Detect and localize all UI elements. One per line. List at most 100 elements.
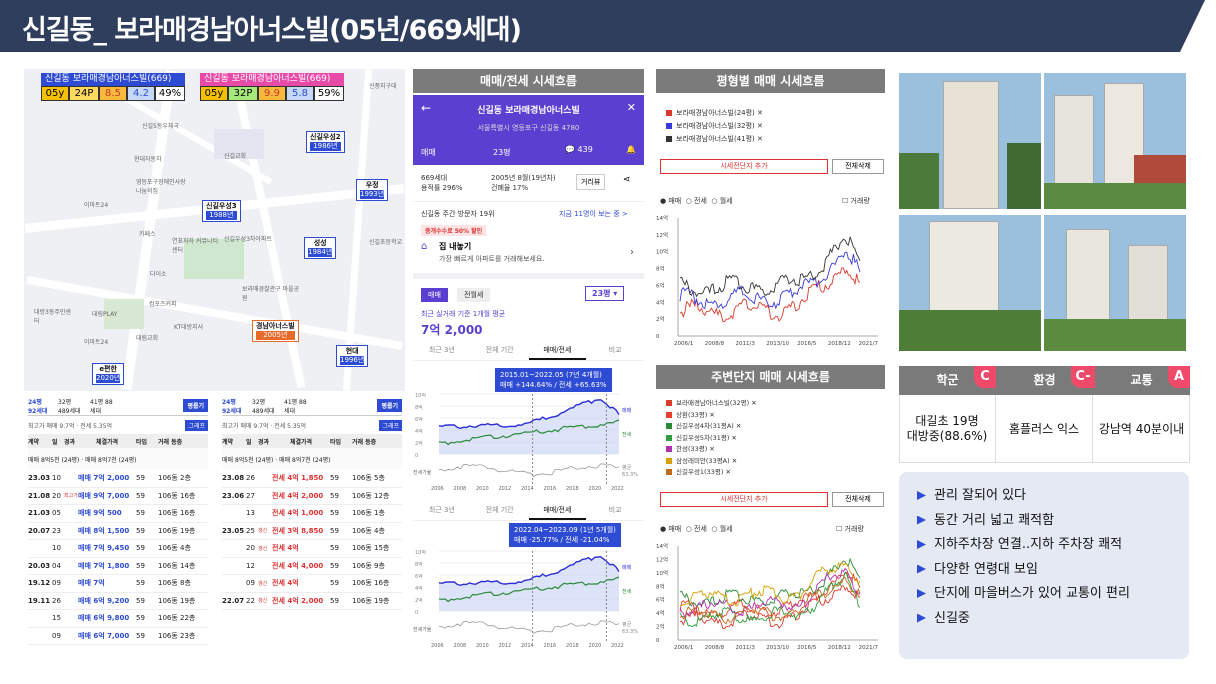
sell-title[interactable]: 집 내놓기 xyxy=(439,242,472,251)
panel-title-trend: 매매/전세 시세흐름 xyxy=(413,69,644,93)
series-line xyxy=(679,571,861,627)
period-tab[interactable]: 전체 기간 xyxy=(485,346,514,354)
volume-checkbox[interactable]: ☐ 거래량 xyxy=(836,525,864,533)
cell-t: 59 xyxy=(330,509,339,518)
avg-label: 최근 실거래 기준 1개월 평균 xyxy=(421,310,506,318)
y-tick-label: 8억 xyxy=(656,582,665,590)
chart-type-radio[interactable]: ● 매매 ○ 전세 ○ 월세 xyxy=(660,197,733,205)
back-arrow-icon[interactable]: ← xyxy=(421,101,432,115)
visitor-link[interactable]: 지금 11명이 보는 중 > xyxy=(559,210,628,218)
map-pin[interactable]: 현대 1996년 xyxy=(336,345,369,367)
panel-title-size: 평형별 매매 시세흐름 xyxy=(656,69,885,93)
cell-day: 12 xyxy=(246,561,255,570)
chart-type-radio[interactable]: ● 매매 ○ 전세 ○ 월세 xyxy=(660,525,733,533)
size-tab[interactable]: 41평 88세대 xyxy=(284,398,307,415)
period-tab[interactable]: 비교 xyxy=(608,346,622,354)
sale-line xyxy=(438,399,620,430)
graph-button[interactable]: 그래프 xyxy=(185,419,208,431)
y-tick-label: 10억 xyxy=(415,549,426,556)
x-tick-label: 2006/1 xyxy=(674,645,693,651)
map-label: 대림PLAY xyxy=(92,311,118,318)
grade-badge: C- xyxy=(1071,366,1095,388)
toggle-rent[interactable]: 전월세 xyxy=(457,288,491,302)
y-tick-label: 2억 xyxy=(656,623,665,631)
period-tab-active[interactable]: 매매/전세 xyxy=(528,505,587,520)
note-item: 동간 거리 넓고 쾌적함 xyxy=(917,509,1189,534)
add-flyer-button[interactable]: 시세전단지 추가 xyxy=(660,492,828,507)
street-view-button[interactable]: 거리뷰 xyxy=(576,174,606,190)
legend-item[interactable]: 상환(33평) ✕ xyxy=(666,410,757,422)
map-pin[interactable]: e편한 2020년 xyxy=(92,363,125,385)
cell-p: 매매 6억 7,000 xyxy=(78,631,130,640)
period-tab[interactable]: 최근 3년 xyxy=(428,346,455,354)
period-tab[interactable]: 비교 xyxy=(608,506,622,514)
size-tab[interactable]: 32평 489세대 xyxy=(252,398,275,415)
compare-button[interactable]: 평룹기 xyxy=(377,399,402,412)
size-select[interactable]: 23평 xyxy=(493,148,511,157)
compare-button[interactable]: 평룹기 xyxy=(183,399,208,412)
cell-d: 23.08 xyxy=(222,474,245,483)
cell-f: 106동 12층 xyxy=(352,491,390,500)
size-tab[interactable]: 32평 489세대 xyxy=(58,398,81,415)
y-tick-label: 2억 xyxy=(656,315,665,323)
legend-item[interactable]: 신길우성4차(31평A) ✕ xyxy=(666,421,757,433)
period-tab-active[interactable]: 매매/전세 xyxy=(528,345,587,360)
size-tab[interactable]: 24평 92세대 xyxy=(222,398,242,415)
x-tick-label: 2021/7 xyxy=(859,341,879,347)
legend-rent: 전세 xyxy=(622,588,632,595)
size-dropdown[interactable]: 23평 ▾ xyxy=(585,286,625,301)
period-tab[interactable]: 최근 3년 xyxy=(428,506,455,514)
y-tick-label: 4억 xyxy=(415,428,423,435)
change-box-2: 2022.04~2023.09 (1년 5개월) 매매 -25.77% / 전세 … xyxy=(509,523,621,547)
cell-day: 13 xyxy=(246,509,255,518)
delete-all-button[interactable]: 전체삭제 xyxy=(832,492,884,507)
compare-rent: 5.8 xyxy=(286,86,314,101)
cell-t: 59 xyxy=(136,614,145,623)
cell-day: 26 xyxy=(52,596,61,605)
map-label: 현대자동차 xyxy=(134,156,162,163)
share-icon[interactable]: ⋖ xyxy=(623,175,631,185)
close-icon[interactable]: ✕ xyxy=(626,101,636,114)
x-tick-label: 2022 xyxy=(611,486,624,492)
graph-button[interactable]: 그래프 xyxy=(379,419,402,431)
delete-all-button[interactable]: 전체삭제 xyxy=(832,159,884,174)
y-tick-label: 8억 xyxy=(656,265,665,273)
legend-item[interactable]: 신길우성5차(31평) ✕ xyxy=(666,433,757,445)
series-line xyxy=(679,567,861,620)
table-row: 15 매매 6억 9,800 59 106동 22층 xyxy=(28,610,208,628)
x-tick-label: 2006 xyxy=(431,486,444,492)
legend-item[interactable]: 삼성래미안(33평A) ✕ xyxy=(666,456,757,468)
comment-icon[interactable]: 💬 439 xyxy=(565,145,593,154)
cell-p: 전세 4억 2,000 xyxy=(272,596,324,605)
cell-d: 21.08 xyxy=(28,491,51,500)
visitor-rank: 신길동 주간 방문자 19위 xyxy=(421,210,495,218)
map-pin[interactable]: 신길우성2 1986년 xyxy=(306,131,345,153)
map-view[interactable]: 신길5동우체국 현대자동차 영등포구장애인사랑나눔의집 신길교회 이마트24 카… xyxy=(24,69,405,391)
size-tab[interactable]: 24평 92세대 xyxy=(28,398,48,415)
house-icon: ⌂ xyxy=(421,241,428,252)
period-tab[interactable]: 전체 기간 xyxy=(485,506,514,514)
bell-icon[interactable]: 🔔 xyxy=(626,145,636,154)
legend-item[interactable]: 보라매경남아너스빌(32평) ✕ xyxy=(666,398,757,410)
add-flyer-button[interactable]: 시세전단지 추가 xyxy=(660,159,828,174)
map-pin-target[interactable]: 경남아너스빌 2005년 xyxy=(252,320,299,342)
cell-f: 106동 14층 xyxy=(158,561,196,570)
legend-item[interactable]: 신길우성1(33평) ✕ xyxy=(666,467,757,479)
note-item: 다양한 연령대 보임 xyxy=(917,558,1189,583)
near-price-chart: 14억 12억 10억 8억 6억 4억 2억 0 2006/1 2008/8 2011/3 2013… xyxy=(656,542,878,651)
toggle-trade[interactable]: 매매 xyxy=(421,288,448,302)
trade-table-sale: 24평 92세대 32평 489세대 41평 88세대 평룹기 최고가 매매 9… xyxy=(28,396,208,645)
rent-line xyxy=(438,576,620,603)
map-pin[interactable]: 우정 1993년 xyxy=(356,179,389,201)
x-tick-label: 2010 xyxy=(476,486,489,492)
cell-p: 전세 3억 8,850 xyxy=(272,526,324,535)
x-tick-label: 2008/8 xyxy=(705,645,725,651)
x-tick-label: 2022 xyxy=(611,643,624,649)
map-pin[interactable]: 성성 1984년 xyxy=(304,237,337,259)
legend-item[interactable]: 한성(33평) ✕ xyxy=(666,444,757,456)
map-pin[interactable]: 신길우성3 1988년 xyxy=(202,200,241,222)
volume-checkbox[interactable]: ☐ 거래량 xyxy=(842,197,870,205)
trade-type-select[interactable]: 매매 xyxy=(421,148,436,157)
size-tab[interactable]: 41평 88세대 xyxy=(90,398,113,415)
chevron-right-icon[interactable]: › xyxy=(630,247,634,258)
